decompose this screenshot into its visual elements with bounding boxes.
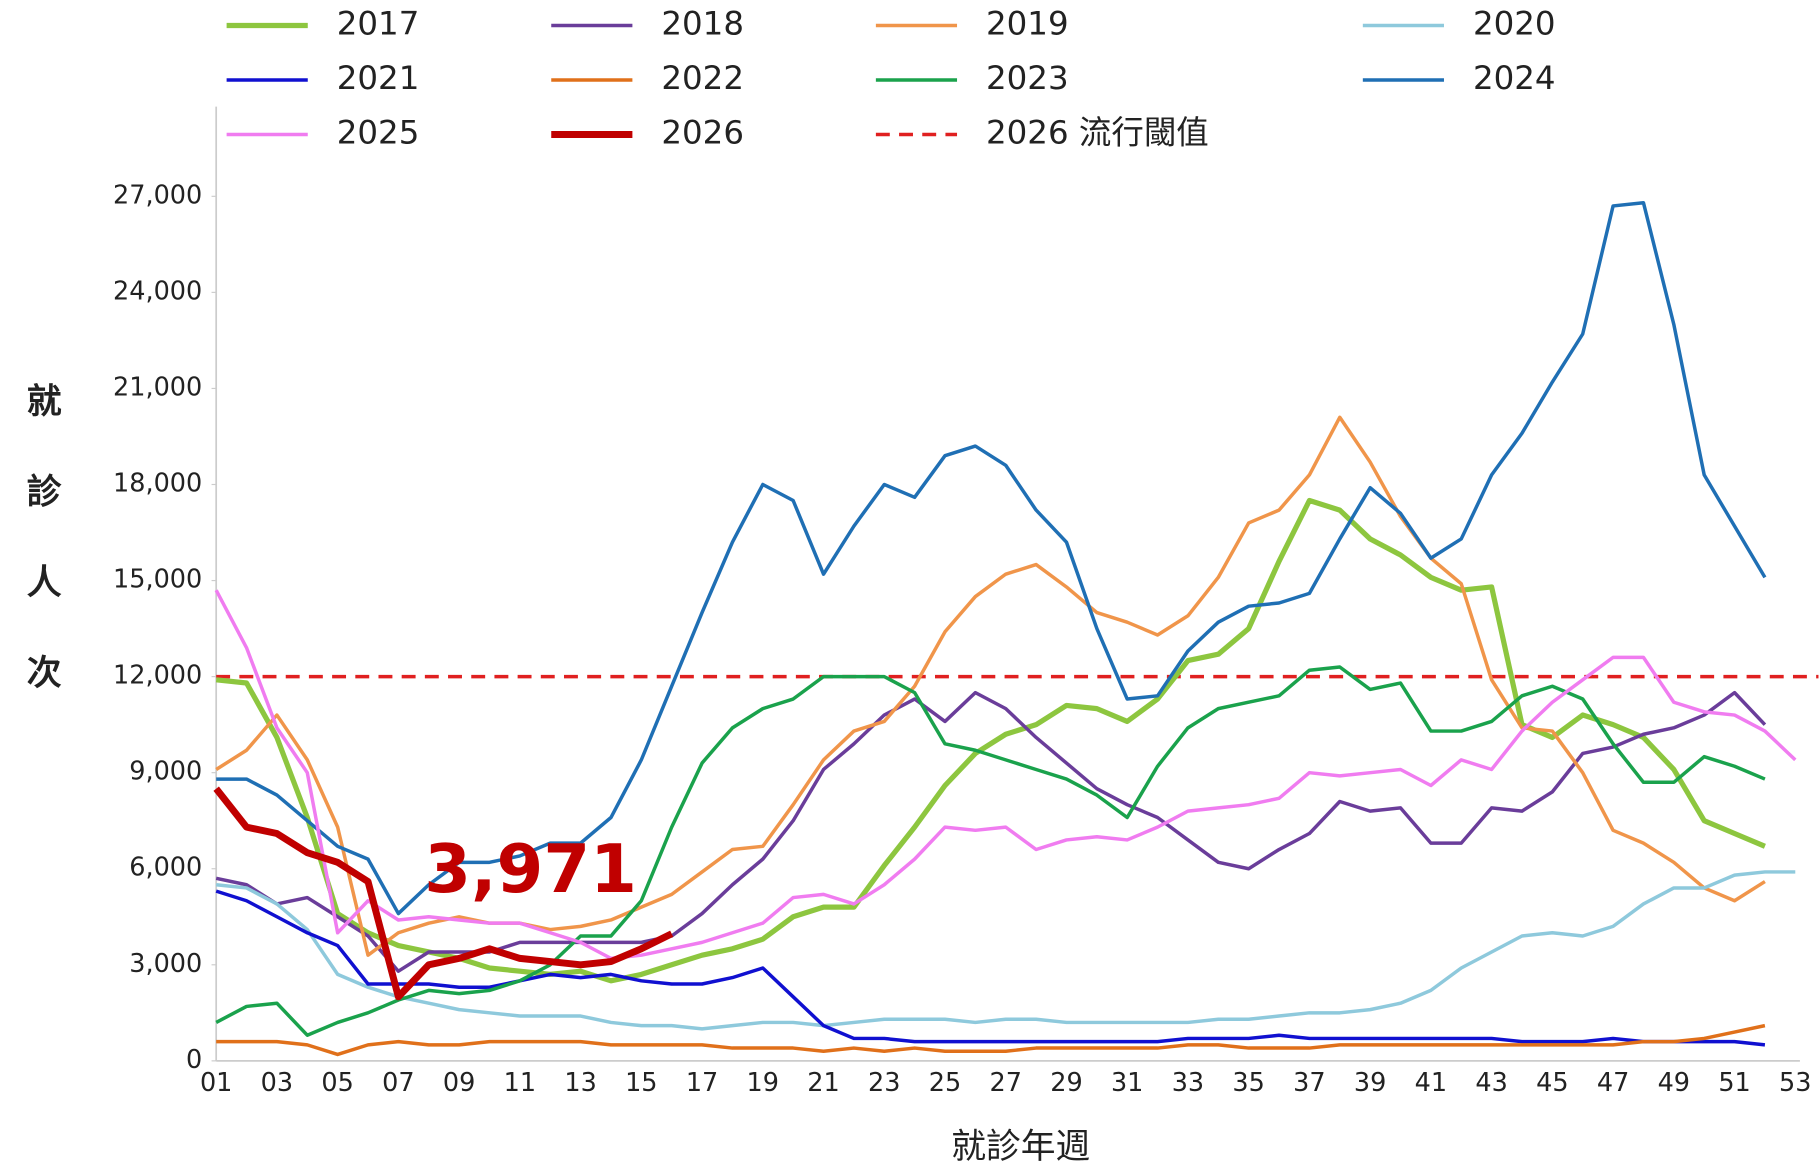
x-tick-label: 19 [747, 1068, 779, 1098]
x-tick-label: 35 [1232, 1068, 1264, 1098]
x-tick-label: 13 [564, 1068, 596, 1098]
y-tick-label: 9,000 [129, 757, 202, 787]
x-tick-label: 11 [504, 1068, 536, 1098]
x-tick-label: 17 [686, 1068, 718, 1098]
y-tick-label: 12,000 [113, 661, 202, 691]
x-tick-label: 39 [1354, 1068, 1386, 1098]
y-tick-label: 0 [186, 1045, 202, 1075]
x-tick-label: 07 [382, 1068, 414, 1098]
legend-label: 2019 [986, 5, 1069, 43]
y-tick-label: 24,000 [113, 276, 202, 306]
series-line [214, 589, 1797, 961]
x-tick-label: 31 [1111, 1068, 1143, 1098]
x-tick-label: 03 [261, 1068, 293, 1098]
y-tick-label: 21,000 [113, 372, 202, 402]
y-tick-label: 3,000 [129, 949, 202, 979]
x-tick-label: 15 [625, 1068, 657, 1098]
y-axis-title: 就診人次 [21, 382, 61, 744]
x-tick-label: 43 [1475, 1068, 1507, 1098]
series-line [216, 200, 1767, 916]
legend-label: 2026 流行閾值 [986, 113, 1209, 151]
x-tick-label: 23 [868, 1068, 900, 1098]
x-tick-label: 33 [1172, 1068, 1204, 1098]
legend-label: 2026 [661, 113, 744, 151]
x-tick-label: 53 [1779, 1068, 1811, 1098]
legend-label: 2020 [1473, 5, 1556, 43]
x-tick-label: 49 [1658, 1068, 1690, 1098]
series-line [215, 665, 1766, 1037]
legend-label: 2017 [337, 5, 420, 43]
x-tick-label: 41 [1415, 1068, 1447, 1098]
series-line [215, 889, 1766, 1047]
series-line [215, 870, 1796, 1031]
x-tick-label: 05 [321, 1068, 353, 1098]
x-tick-label: 51 [1718, 1068, 1750, 1098]
legend-label: 2025 [337, 113, 420, 151]
x-tick-label: 45 [1536, 1068, 1568, 1098]
series-line [215, 497, 1766, 984]
legend-label: 2021 [337, 59, 420, 97]
y-tick-label: 15,000 [113, 565, 202, 595]
legend-label: 2018 [661, 5, 744, 43]
x-tick-label: 47 [1597, 1068, 1629, 1098]
legend-label: 2024 [1473, 59, 1556, 97]
series-line [213, 786, 674, 1001]
data-label: 3,971 [424, 830, 637, 908]
x-tick-label: 37 [1293, 1068, 1325, 1098]
x-tick-label: 29 [1050, 1068, 1082, 1098]
legend-label: 2023 [986, 59, 1069, 97]
x-tick-label: 25 [929, 1068, 961, 1098]
x-tick-label: 27 [990, 1068, 1022, 1098]
series-line [216, 1023, 1766, 1057]
x-tick-label: 09 [443, 1068, 475, 1098]
legend-label: 2022 [661, 59, 744, 97]
x-tick-label: 01 [200, 1068, 232, 1098]
y-tick-label: 27,000 [113, 180, 202, 210]
x-axis-title: 就診年週 [951, 1127, 1090, 1167]
y-tick-label: 18,000 [113, 468, 202, 498]
x-tick-label: 21 [807, 1068, 839, 1098]
y-tick-label: 6,000 [129, 853, 202, 883]
